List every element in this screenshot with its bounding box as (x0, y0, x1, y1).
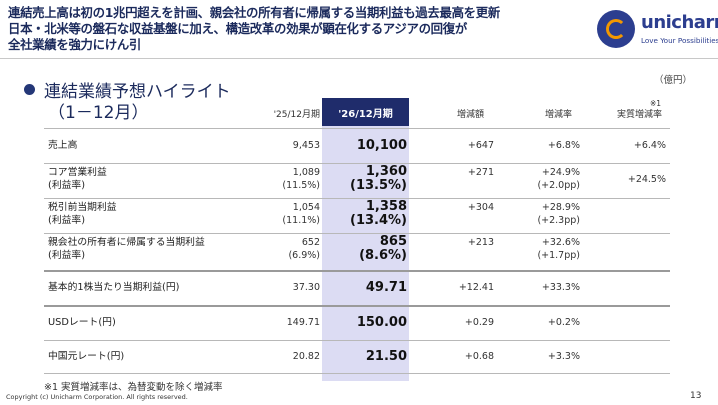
rate-pp: (+2.0pp) (537, 180, 580, 191)
row-label: 売上高 (48, 140, 78, 151)
row-divider (44, 128, 670, 129)
row-divider (44, 163, 670, 164)
section-title: 連結業績予想ハイライト (44, 82, 231, 102)
change-value: +0.68 (464, 351, 494, 362)
row-label: 税引前当期利益 (48, 202, 117, 213)
prev-value: 1,089 (292, 167, 320, 178)
logo-wordmark: unicharm (641, 12, 718, 33)
rate-value: +28.9% (541, 202, 580, 213)
row-label: 基本的1株当たり当期利益(円) (48, 282, 180, 293)
prev-value: 652 (301, 237, 320, 248)
row-sublabel: (利益率) (48, 180, 86, 191)
curr-margin: (8.6%) (359, 248, 407, 263)
prev-value: 20.82 (292, 351, 320, 362)
column-header-prev: '25/12月期 (273, 110, 320, 120)
curr-value: 21.50 (365, 349, 407, 364)
row-label: USDレート(円) (48, 317, 116, 328)
column-header-real-rate: 実質増減率 (617, 107, 662, 120)
curr-margin: (13.4%) (350, 213, 407, 228)
row-label: 親会社の所有者に帰属する当期利益 (48, 237, 205, 248)
prev-value: 37.30 (292, 282, 320, 293)
change-value: +0.29 (464, 317, 494, 328)
prev-value: 1,054 (292, 202, 320, 213)
change-value: +647 (467, 140, 494, 151)
row-divider (44, 373, 670, 374)
real-rate-label: 実質増減率 (616, 110, 662, 120)
headline-line-3: 全社業績を強力にけん引 (8, 37, 141, 52)
section-subtitle: （1－12月） (48, 103, 149, 123)
footnote: ※1 実質増減率は、為替変動を除く増減率 (44, 382, 223, 393)
real-rate-value: +24.5% (627, 174, 666, 185)
column-header-change: 増減額 (456, 110, 484, 120)
prev-margin: (6.9%) (288, 250, 320, 261)
unicharm-logo: unicharm Love Your Possibilities (597, 8, 718, 54)
page-number: 13 (690, 391, 702, 401)
headline-line-1: 連結売上高は初の1兆円超えを計画、親会社の所有者に帰属する当期利益も過去最高を更… (8, 5, 500, 20)
row-label: 中国元レート(円) (48, 351, 125, 362)
rate-value: +24.9% (541, 167, 580, 178)
row-label: コア営業利益 (48, 167, 107, 178)
change-value: +271 (467, 167, 494, 178)
unit-label: （億円） (654, 75, 693, 86)
row-divider (44, 270, 670, 272)
prev-margin: (11.1%) (282, 215, 320, 226)
curr-value: 865 (379, 234, 407, 249)
real-rate-value: +6.4% (633, 140, 666, 151)
row-divider (44, 198, 670, 199)
rate-value: +3.3% (547, 351, 580, 362)
current-year-highlight (322, 98, 409, 381)
prev-value: 149.71 (286, 317, 320, 328)
change-value: +213 (467, 237, 494, 248)
curr-value: 1,360 (365, 164, 407, 179)
row-divider (44, 340, 670, 341)
row-divider (44, 305, 670, 307)
real-rate-note: ※1 (650, 99, 662, 108)
change-value: +12.41 (458, 282, 494, 293)
curr-value: 10,100 (356, 138, 407, 153)
logo-tagline: Love Your Possibilities (641, 36, 718, 45)
rate-value: +32.6% (541, 237, 580, 248)
headline: 連結売上高は初の1兆円超えを計画、親会社の所有者に帰属する当期利益も過去最高を更… (8, 5, 578, 53)
logo-mark-icon (597, 10, 635, 48)
copyright: Copyright (c) Unicharm Corporation. All … (6, 393, 188, 401)
row-sublabel: (利益率) (48, 250, 86, 261)
headline-line-2: 日本・北米等の盤石な収益基盤に加え、構造改革の効果が顕在化するアジアの回復が (8, 21, 467, 36)
prev-value: 9,453 (292, 140, 320, 151)
row-sublabel: (利益率) (48, 215, 86, 226)
curr-value: 49.71 (365, 280, 407, 295)
rate-value: +0.2% (547, 317, 580, 328)
rate-pp: (+2.3pp) (537, 215, 580, 226)
curr-margin: (13.5%) (350, 178, 407, 193)
rate-pp: (+1.7pp) (537, 250, 580, 261)
rate-value: +6.8% (547, 140, 580, 151)
column-header-rate: 増減率 (544, 110, 572, 120)
curr-value: 150.00 (356, 315, 407, 330)
curr-value: 1,358 (365, 199, 407, 214)
column-header-current: '26/12月期 (322, 98, 409, 126)
change-value: +304 (467, 202, 494, 213)
bullet-icon (24, 84, 35, 95)
header-divider (0, 58, 718, 59)
prev-margin: (11.5%) (282, 180, 320, 191)
rate-value: +33.3% (541, 282, 580, 293)
row-divider (44, 233, 670, 234)
